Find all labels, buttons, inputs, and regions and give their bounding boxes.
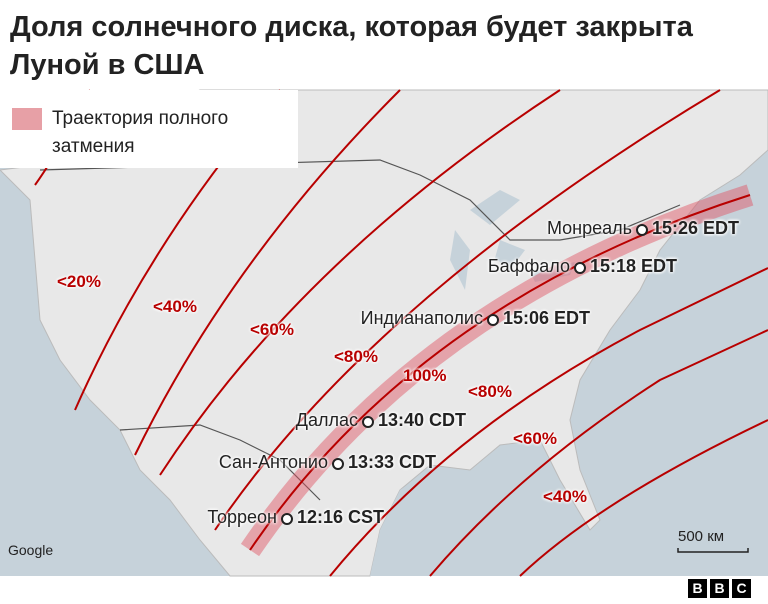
zone-label: <60%	[250, 320, 294, 339]
zone-label: <40%	[543, 487, 587, 506]
logo-letter: B	[688, 579, 707, 598]
contours	[34, 89, 768, 577]
scale-label: 500 км	[678, 528, 725, 545]
legend-label: Траектория полного затмения	[52, 108, 229, 157]
zone-label: <80%	[468, 382, 512, 401]
border	[39, 159, 681, 241]
legend-swatch	[12, 108, 42, 130]
city-time: 15:26 EDT	[652, 218, 740, 238]
gulf	[370, 470, 470, 576]
city-time: 15:18 EDT	[590, 256, 678, 276]
zone-label: <60%	[513, 429, 557, 448]
land	[0, 89, 768, 577]
city-name: Монреаль	[546, 218, 632, 238]
totality-line	[249, 194, 751, 551]
city-time: 13:33 CDT	[348, 452, 437, 472]
zone-label: <40%	[153, 297, 197, 316]
logo-letter: B	[710, 579, 729, 598]
city-name: Индианаполис	[360, 308, 483, 328]
great-lakes	[450, 190, 575, 290]
city-time: 12:16 CST	[297, 507, 385, 527]
scale-bar	[677, 548, 749, 553]
logo-letter: C	[732, 579, 751, 598]
city-name: Баффало	[487, 256, 570, 276]
zone-label: <20%	[57, 272, 101, 291]
legend-box	[0, 90, 298, 168]
city-name: Торреон	[207, 507, 277, 527]
title: Доля солнечного диска, которая будет зак…	[10, 11, 693, 81]
city-markers	[281, 224, 648, 525]
zone-label: <80%	[334, 347, 378, 366]
zone-label: 100%	[403, 366, 447, 385]
city-time: 15:06 EDT	[503, 308, 591, 328]
city-name: Сан-Антонио	[218, 452, 328, 472]
border	[119, 424, 321, 501]
attribution: Google	[8, 542, 54, 558]
city-name: Даллас	[295, 410, 358, 430]
city-time: 13:40 CDT	[378, 410, 467, 430]
